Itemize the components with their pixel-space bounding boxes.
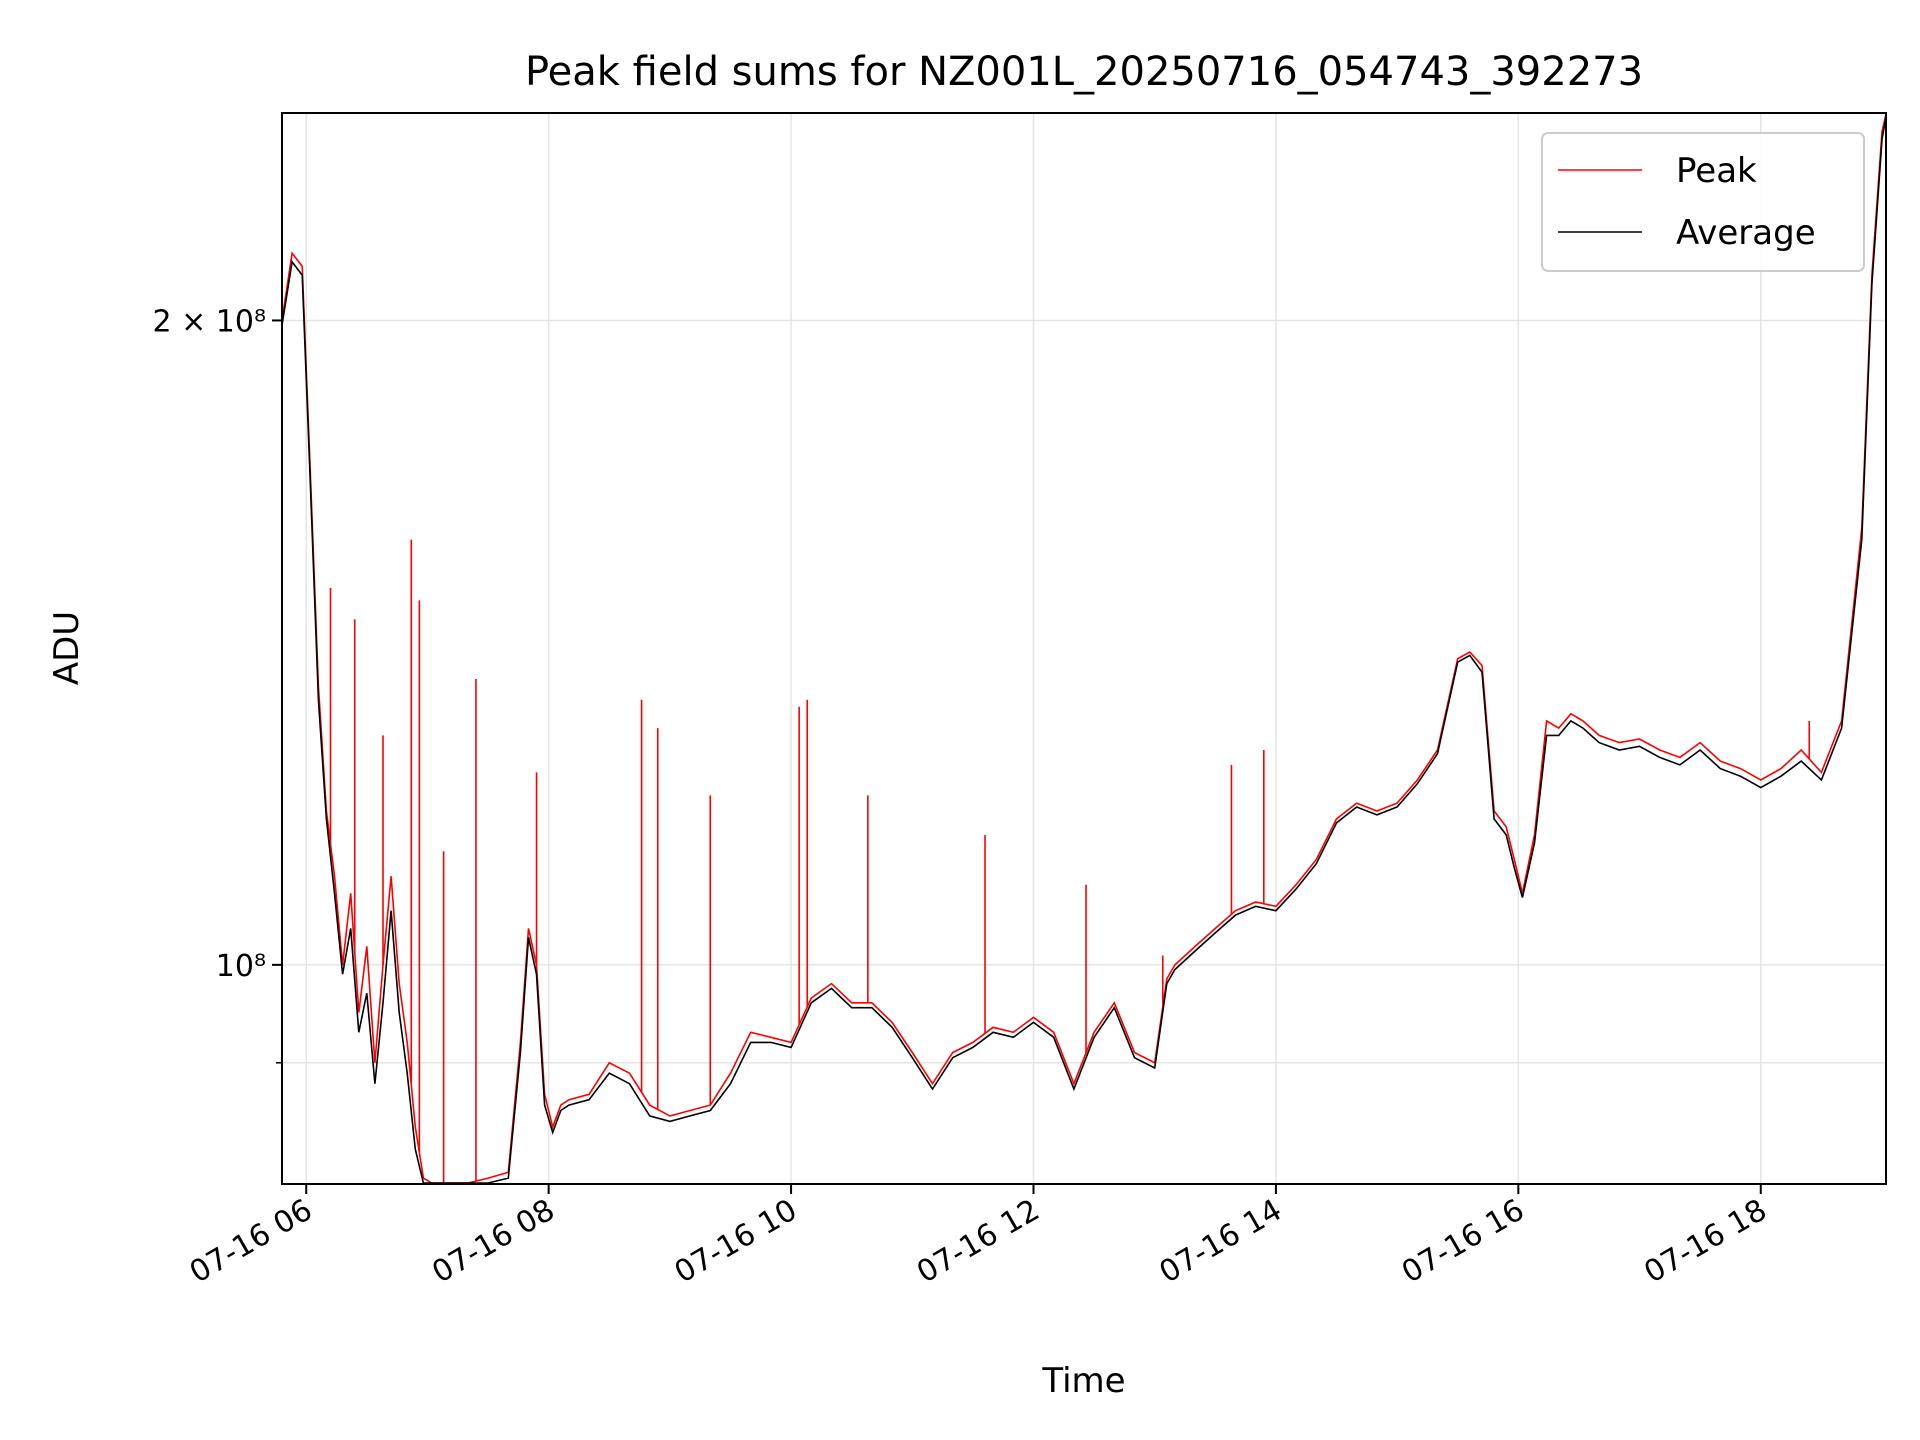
legend-box xyxy=(1541,132,1865,272)
y-tick-label: 2 × 10⁸ xyxy=(153,304,267,339)
legend-label-peak: Peak xyxy=(1676,151,1757,191)
plot-frame xyxy=(281,112,1887,1185)
chart-title: Peak field sums for NZ001L_20250716_0547… xyxy=(525,49,1643,95)
x-axis-label: Time xyxy=(1041,1361,1125,1401)
plot-area xyxy=(281,113,1887,1184)
legend-label-average: Average xyxy=(1676,213,1816,253)
legend: Peak Average xyxy=(1541,132,1865,272)
y-axis: 2 × 10⁸ 10⁸ xyxy=(153,304,282,1064)
y-tick-label: 10⁸ xyxy=(216,949,266,984)
y-axis-label: ADU xyxy=(47,611,87,685)
peak-spikes xyxy=(329,539,1811,1183)
series-line-peak xyxy=(281,113,1887,1184)
